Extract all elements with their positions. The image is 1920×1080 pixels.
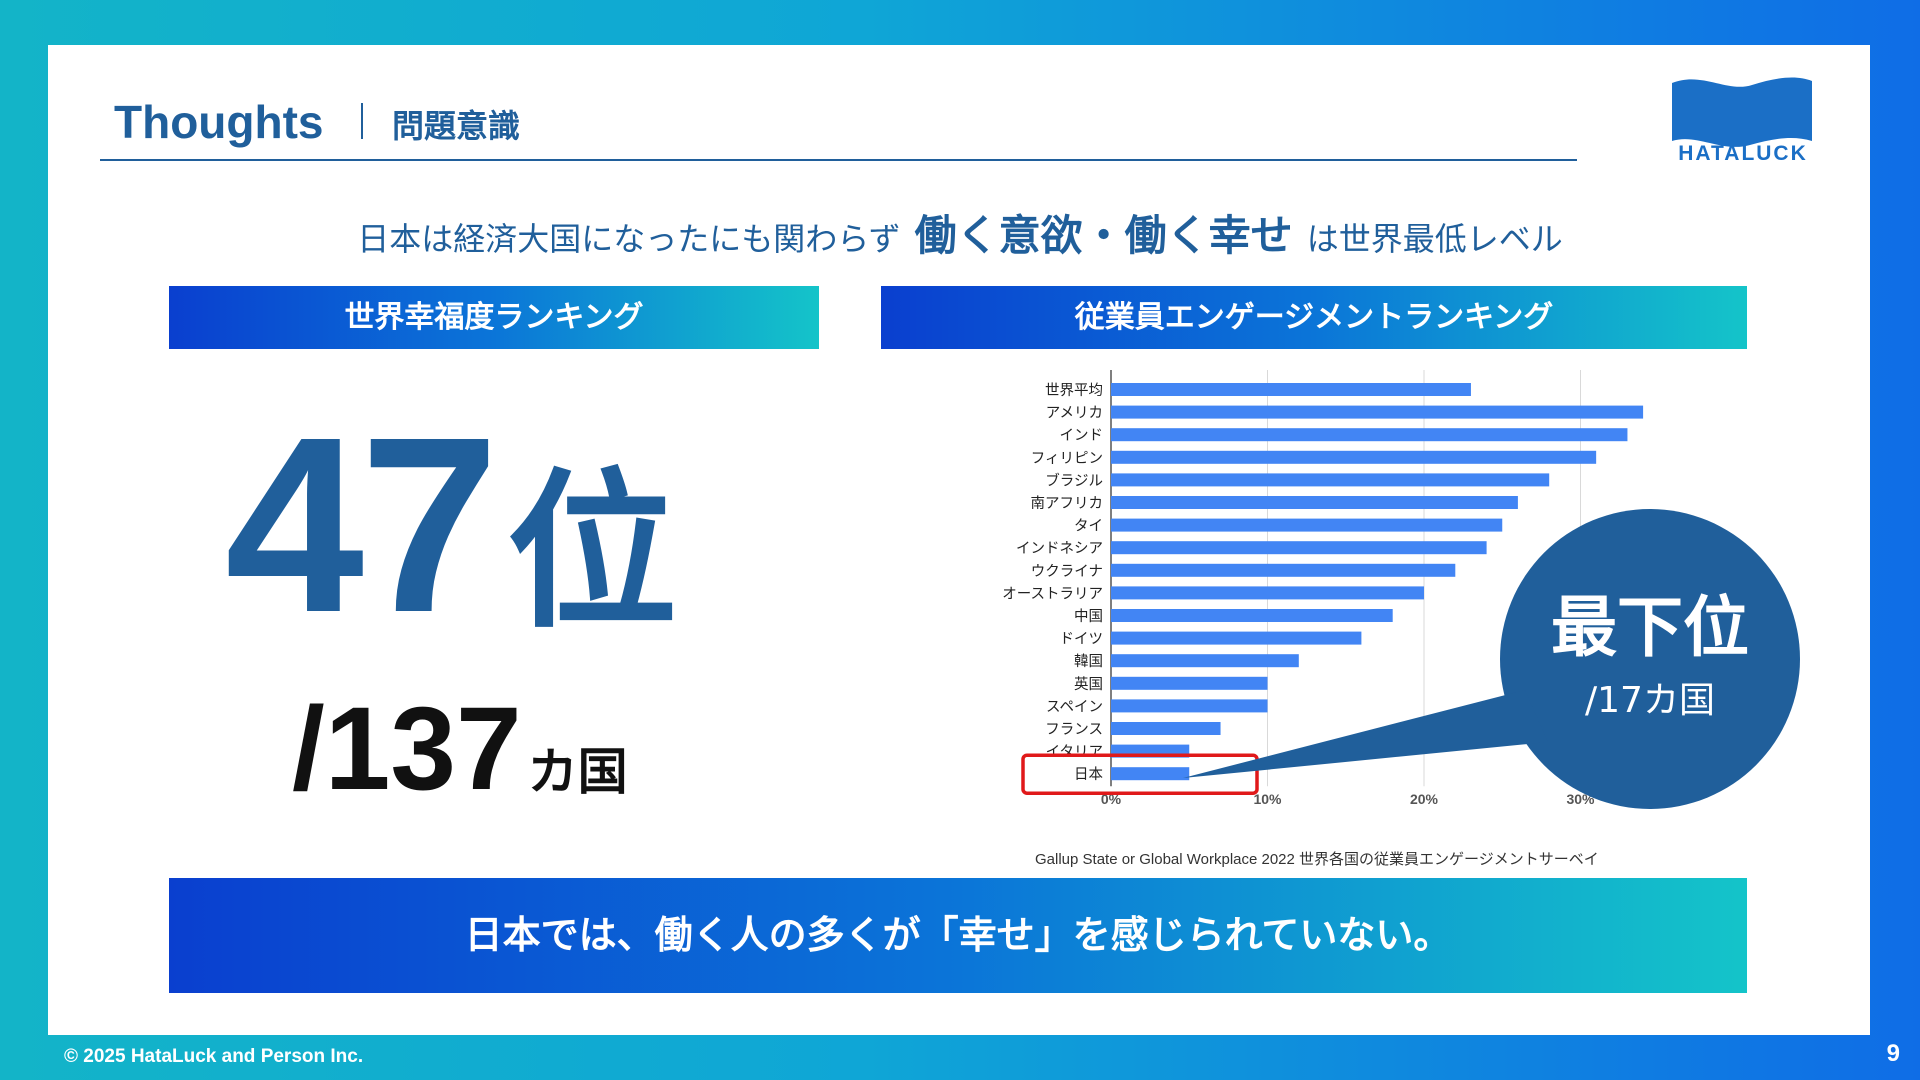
happiness-total-number: /137: [292, 683, 522, 815]
category-label: イタリア: [1046, 744, 1103, 761]
happiness-rank: 47位: [225, 400, 677, 650]
category-label: 韓国: [1074, 653, 1103, 670]
x-tick-label: 20%: [1410, 791, 1439, 807]
callout-last-place: 最下位: [1551, 589, 1749, 666]
category-label: フランス: [1045, 722, 1103, 738]
category-label: オーストラリア: [1002, 586, 1103, 602]
bar: [1111, 405, 1644, 419]
bar: [1111, 609, 1393, 622]
bar: [1111, 631, 1362, 645]
category-label: アメリカ: [1046, 406, 1103, 422]
page-number: 9: [1886, 1040, 1900, 1067]
bar: [1111, 518, 1503, 532]
category-label: 英国: [1074, 675, 1103, 693]
bar: [1111, 767, 1190, 781]
header-rule: [100, 159, 1577, 161]
happiness-rank-number: 47: [225, 385, 499, 664]
category-label: 南アフリカ: [1031, 495, 1104, 512]
happiness-total-unit: カ国: [527, 744, 628, 800]
headline-part1: 日本は経済大国になったにも関わらず: [357, 220, 901, 258]
bar: [1111, 473, 1550, 487]
category-label: インド: [1060, 428, 1104, 444]
x-tick-label: 10%: [1253, 791, 1282, 807]
headline-emphasis: 働く意欲・働く幸せ: [914, 211, 1293, 260]
category-label: インドネシア: [1016, 540, 1103, 557]
bar: [1111, 496, 1518, 509]
bar: [1111, 676, 1268, 690]
category-label: 世界平均: [1045, 382, 1103, 399]
headline: 日本は経済大国になったにも関わらず 働く意欲・働く幸せ は世界最低レベル: [0, 202, 1920, 263]
title-divider: [361, 103, 363, 139]
chart-source: Gallup State or Global Workplace 2022 世界…: [1035, 851, 1599, 868]
hataluck-flag-logo-icon: [1672, 77, 1812, 147]
callout-bubble-icon: [1183, 509, 1800, 809]
callout-country-count: /17カ国: [1585, 680, 1715, 721]
happiness-rank-unit: 位: [507, 458, 678, 648]
category-label: フィリピン: [1031, 450, 1103, 467]
category-label: スペイン: [1046, 699, 1103, 715]
bar: [1111, 586, 1424, 600]
category-label: タイ: [1074, 518, 1103, 535]
x-tick-label: 0%: [1101, 791, 1122, 807]
engagement-ranking-ribbon: 従業員エンゲージメントランキング: [881, 286, 1747, 349]
bar: [1111, 450, 1597, 464]
bar: [1111, 428, 1628, 442]
bar: [1111, 699, 1268, 713]
happiness-total: /137 カ国: [292, 690, 628, 808]
page-title: Thoughts: [114, 96, 324, 148]
category-label: ウクライナ: [1031, 563, 1103, 580]
logo-wordmark: HATALUCK: [1678, 142, 1808, 165]
category-label: ブラジル: [1045, 471, 1103, 489]
bar: [1111, 654, 1299, 668]
category-label: 中国: [1074, 608, 1103, 625]
page-subtitle: 問題意識: [392, 107, 521, 145]
bar: [1111, 383, 1471, 396]
bar: [1111, 722, 1221, 735]
footer-copyright: © 2025 HataLuck and Person Inc.: [64, 1046, 364, 1067]
conclusion-banner: 日本では、働く人の多くが「幸せ」を感じられていない。: [169, 878, 1747, 993]
highlight-box: [1021, 753, 1259, 795]
bar: [1111, 541, 1487, 555]
headline-part2: は世界最低レベル: [1306, 220, 1563, 258]
category-label: ドイツ: [1060, 632, 1104, 648]
category-label: 日本: [1074, 766, 1103, 783]
happiness-ranking-ribbon: 世界幸福度ランキング: [169, 286, 819, 349]
bar: [1111, 563, 1456, 577]
